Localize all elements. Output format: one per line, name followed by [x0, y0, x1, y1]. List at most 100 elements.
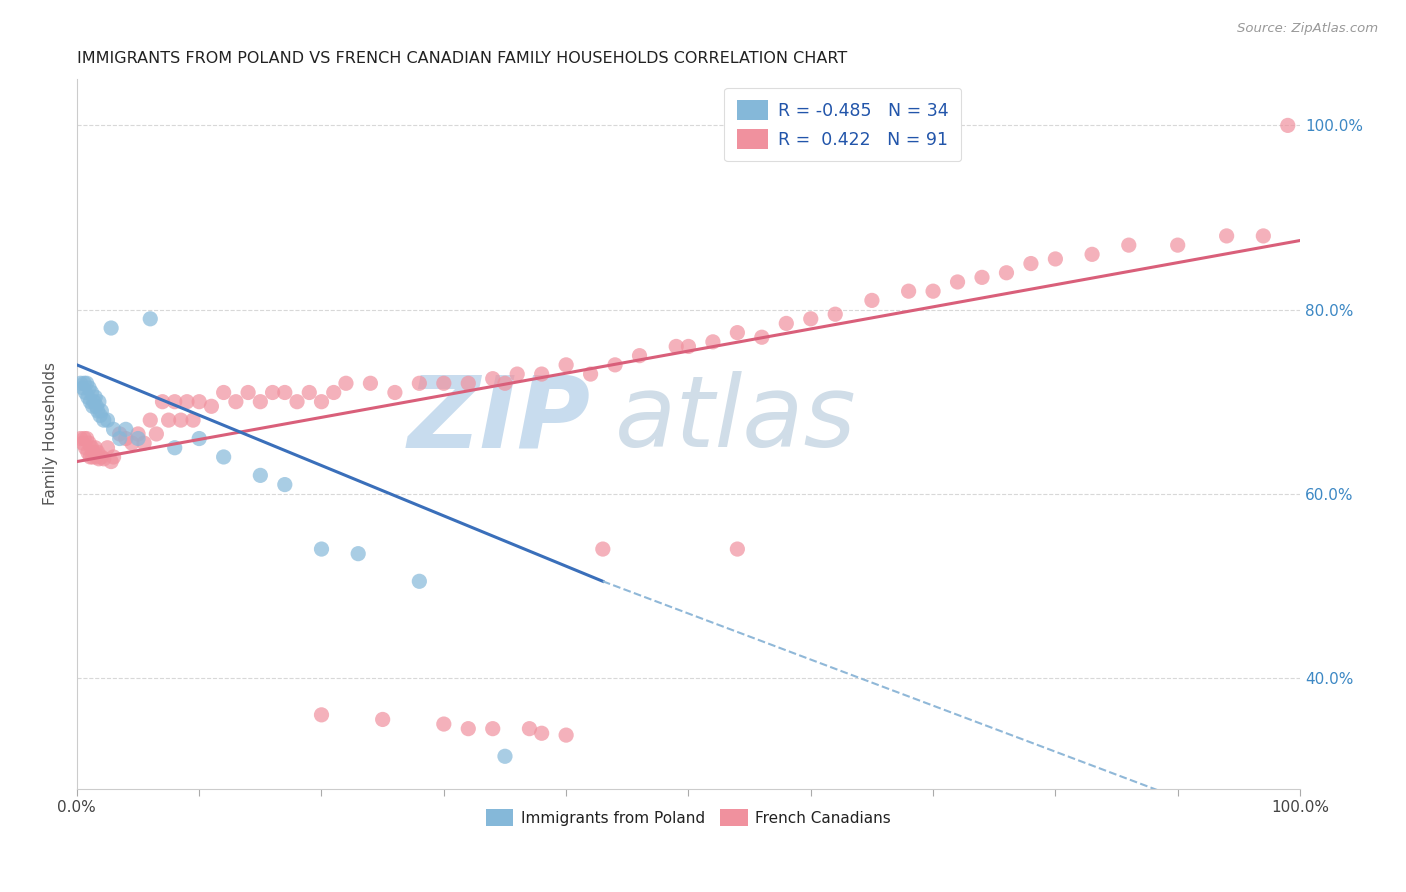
Point	[946, 275, 969, 289]
Point	[188, 432, 211, 446]
Point	[86, 450, 108, 464]
Point	[89, 409, 111, 423]
Point	[481, 372, 503, 386]
Point	[408, 574, 430, 589]
Point	[82, 399, 104, 413]
Point	[69, 432, 91, 446]
Point	[555, 358, 578, 372]
Point	[127, 432, 149, 446]
Point	[897, 284, 920, 298]
Point	[249, 394, 271, 409]
Point	[79, 394, 101, 409]
Point	[139, 311, 162, 326]
Point	[530, 367, 553, 381]
Point	[1215, 228, 1237, 243]
Point	[73, 376, 96, 391]
Point	[100, 321, 122, 335]
Point	[800, 311, 823, 326]
Point	[359, 376, 381, 391]
Point	[628, 349, 651, 363]
Point	[457, 722, 479, 736]
Point	[163, 394, 186, 409]
Point	[114, 422, 136, 436]
Point	[285, 394, 308, 409]
Text: ZIP: ZIP	[408, 371, 591, 468]
Point	[77, 381, 100, 395]
Point	[665, 339, 688, 353]
Point	[824, 307, 846, 321]
Point	[579, 367, 602, 381]
Point	[725, 326, 748, 340]
Point	[751, 330, 773, 344]
Point	[114, 432, 136, 446]
Point	[433, 376, 456, 391]
Text: Source: ZipAtlas.com: Source: ZipAtlas.com	[1237, 22, 1378, 36]
Point	[408, 376, 430, 391]
Point	[494, 749, 516, 764]
Point	[96, 441, 118, 455]
Point	[775, 317, 797, 331]
Point	[262, 385, 284, 400]
Point	[75, 441, 97, 455]
Point	[77, 390, 100, 404]
Point	[83, 445, 105, 459]
Point	[77, 445, 100, 459]
Point	[152, 394, 174, 409]
Point	[311, 394, 333, 409]
Text: IMMIGRANTS FROM POLAND VS FRENCH CANADIAN FAMILY HOUSEHOLDS CORRELATION CHART: IMMIGRANTS FROM POLAND VS FRENCH CANADIA…	[77, 51, 848, 66]
Point	[93, 413, 115, 427]
Point	[1081, 247, 1104, 261]
Point	[335, 376, 357, 391]
Legend: Immigrants from Poland, French Canadians: Immigrants from Poland, French Canadians	[478, 801, 898, 834]
Point	[170, 413, 193, 427]
Point	[79, 450, 101, 464]
Point	[347, 547, 370, 561]
Point	[530, 726, 553, 740]
Point	[75, 385, 97, 400]
Point	[176, 394, 198, 409]
Point	[322, 385, 344, 400]
Point	[678, 339, 700, 353]
Point	[592, 542, 614, 557]
Point	[181, 413, 204, 427]
Point	[1277, 119, 1299, 133]
Point	[82, 450, 104, 464]
Point	[69, 376, 91, 391]
Point	[121, 436, 143, 450]
Point	[200, 399, 222, 413]
Point	[212, 385, 235, 400]
Point	[506, 367, 529, 381]
Point	[139, 413, 162, 427]
Point	[145, 426, 167, 441]
Point	[76, 376, 98, 391]
Point	[702, 334, 724, 349]
Point	[519, 722, 541, 736]
Point	[163, 441, 186, 455]
Point	[84, 441, 107, 455]
Point	[1118, 238, 1140, 252]
Point	[108, 432, 131, 446]
Point	[725, 542, 748, 557]
Point	[433, 717, 456, 731]
Point	[236, 385, 259, 400]
Point	[922, 284, 945, 298]
Point	[80, 441, 103, 455]
Point	[371, 713, 394, 727]
Point	[134, 436, 156, 450]
Text: atlas: atlas	[614, 371, 856, 468]
Point	[93, 451, 115, 466]
Y-axis label: Family Households: Family Households	[44, 362, 58, 506]
Point	[1253, 228, 1275, 243]
Point	[87, 451, 110, 466]
Point	[84, 390, 107, 404]
Point	[298, 385, 321, 400]
Point	[100, 454, 122, 468]
Point	[76, 432, 98, 446]
Point	[90, 404, 112, 418]
Point	[83, 394, 105, 409]
Point	[72, 381, 94, 395]
Point	[127, 426, 149, 441]
Point	[970, 270, 993, 285]
Point	[311, 542, 333, 557]
Point	[87, 394, 110, 409]
